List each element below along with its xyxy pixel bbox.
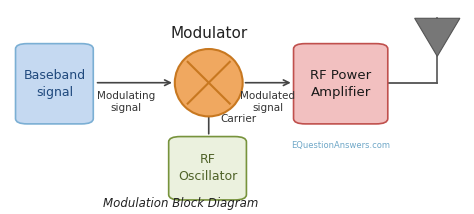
Text: Modulator: Modulator: [170, 26, 247, 41]
Text: EQuestionAnswers.com: EQuestionAnswers.com: [291, 141, 390, 150]
Text: Modulating
signal: Modulating signal: [97, 91, 155, 113]
Text: Carrier: Carrier: [220, 114, 256, 124]
Text: Modulated
signal: Modulated signal: [240, 91, 295, 113]
Polygon shape: [415, 18, 460, 56]
FancyBboxPatch shape: [169, 137, 246, 200]
Text: RF Power
Amplifier: RF Power Amplifier: [310, 69, 371, 99]
Ellipse shape: [175, 49, 243, 116]
FancyBboxPatch shape: [293, 44, 388, 124]
Text: Modulation Block Diagram: Modulation Block Diagram: [103, 198, 258, 211]
FancyBboxPatch shape: [16, 44, 93, 124]
Text: RF
Oscillator: RF Oscillator: [178, 153, 237, 183]
Text: Baseband
signal: Baseband signal: [23, 69, 85, 99]
